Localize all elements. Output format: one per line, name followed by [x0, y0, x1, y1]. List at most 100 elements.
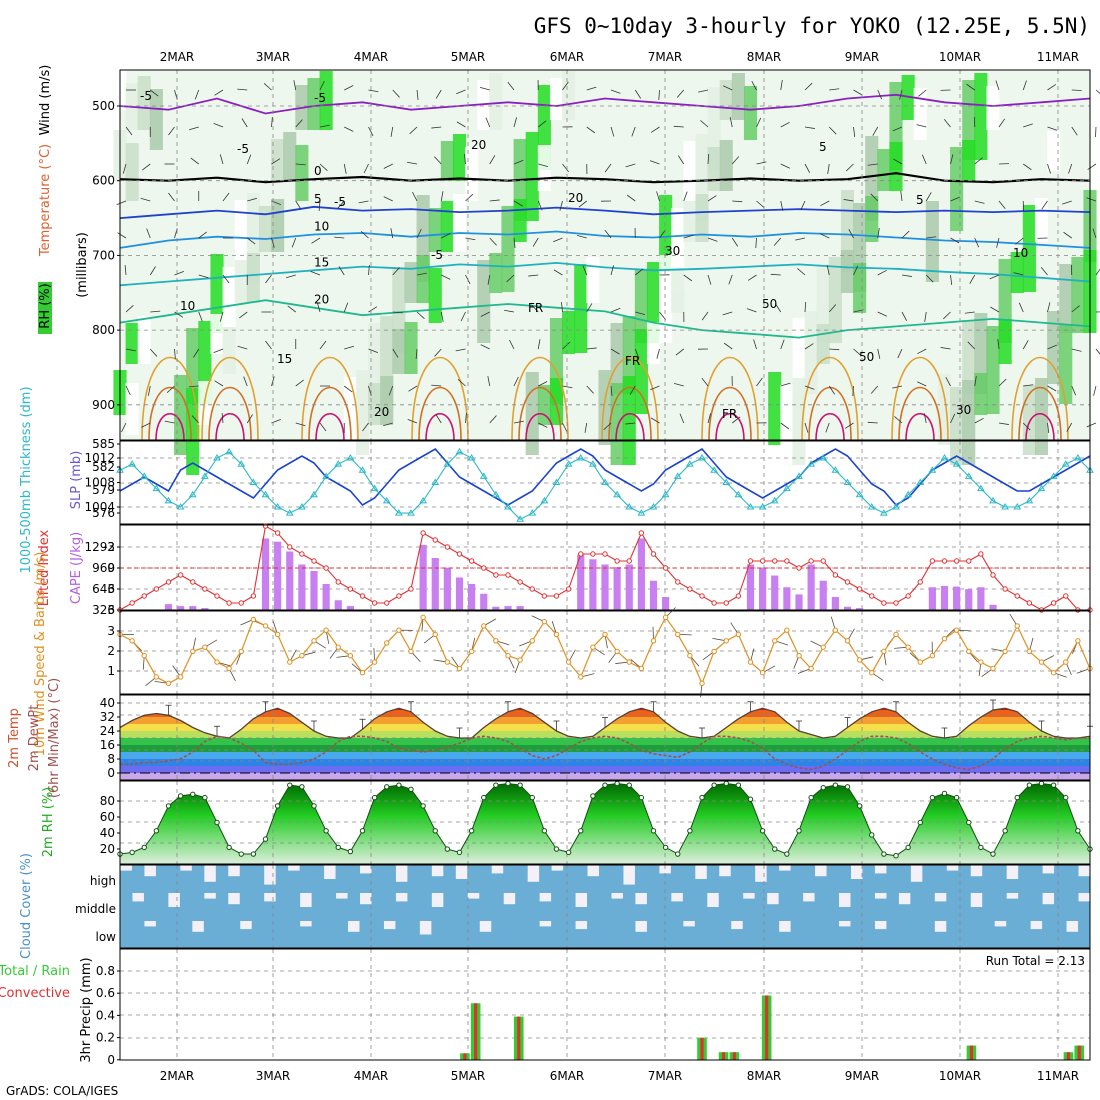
slp-marker [225, 447, 234, 455]
rh2m-marker [953, 794, 960, 801]
wind-barb [362, 422, 369, 432]
isotherm-label: 20 [314, 293, 329, 307]
lifted-index-marker [371, 600, 378, 606]
rh-shade-cell [380, 376, 394, 425]
rh2m-marker [784, 851, 790, 857]
lifted-index-marker [941, 558, 948, 564]
cloud-middle-label: middle [75, 902, 116, 916]
boundary-layer-contour [425, 412, 455, 441]
cloud-cell [443, 865, 456, 893]
cloud-cell [407, 865, 420, 893]
wind-barb [698, 89, 709, 93]
wind10m-marker [468, 648, 475, 655]
lifted-index-marker [614, 558, 620, 564]
cape-bar [286, 551, 294, 610]
cloud-cell [335, 921, 349, 948]
rh-shade-cell [210, 314, 224, 354]
lifted-index-marker [153, 586, 160, 592]
wind-barb [504, 309, 515, 313]
wind-barb [337, 200, 345, 209]
lifted-index-marker [177, 572, 184, 578]
cape-bar [322, 583, 330, 610]
wind-barb [407, 161, 418, 165]
wind-barb [901, 230, 910, 239]
rh-shade-cell [562, 71, 576, 120]
lifted-index-marker [129, 600, 135, 606]
cloud-cell [754, 893, 768, 921]
panel-label: 3hr Precip (mm) [79, 957, 94, 1062]
y-tick-label: 585 [92, 437, 115, 451]
lifted-index-marker [396, 593, 402, 599]
wind10m-marker [820, 644, 826, 650]
wind10m-marker [262, 623, 269, 629]
wind-barb [1023, 384, 1034, 387]
slp-marker [467, 454, 476, 461]
cape-bar [759, 567, 767, 610]
lifted-index-marker [1050, 600, 1057, 606]
cloud-cell [874, 898, 887, 921]
rh2m-marker [675, 851, 681, 857]
wind-barb [237, 345, 248, 350]
wind-barb [1095, 268, 1100, 276]
lifted-index-marker [626, 558, 632, 564]
cloud-cell [551, 870, 564, 893]
rh2m-marker [832, 782, 839, 788]
wind-barb [1040, 266, 1048, 276]
rh-shade-cell [695, 194, 709, 242]
cloud-cell [599, 921, 612, 948]
cloud-cell [646, 921, 660, 948]
rh2m-marker [517, 782, 523, 788]
slp-marker [394, 509, 403, 516]
cloud-cell [299, 926, 313, 948]
rh-shade-cell [416, 255, 430, 303]
wind-barb [732, 416, 741, 424]
wind-barb [319, 163, 328, 171]
wind-barb [1047, 344, 1057, 350]
rh2m-marker [1050, 782, 1057, 788]
wind-barb [416, 311, 425, 319]
cloud-cell [934, 931, 947, 948]
cloud-cell [263, 921, 277, 948]
wind-barb [553, 237, 563, 243]
date-label-top: 3MAR [256, 50, 291, 64]
cloud-cell [718, 876, 732, 893]
wind10m-marker [1038, 659, 1045, 665]
cloud-cell [287, 870, 301, 893]
cloud-cell [946, 921, 959, 948]
cloud-cell [970, 907, 983, 921]
cape-bar [419, 544, 427, 610]
cloud-cell [191, 893, 205, 921]
contour-annotation: 20 [471, 138, 486, 152]
cape-bar [480, 593, 488, 610]
wind-barb [392, 348, 399, 358]
wind-barb [804, 126, 815, 129]
cape-bar [468, 583, 476, 610]
cloud-cell [1018, 865, 1031, 893]
wind-barb [731, 156, 740, 165]
cloud-cell [120, 893, 133, 921]
wind-barb [1095, 348, 1100, 355]
cloud-cell [587, 893, 600, 921]
wind-barb [707, 413, 711, 424]
wind-barb [1047, 126, 1058, 131]
rh-shade-cell [525, 132, 539, 221]
lifted-index-marker [408, 586, 414, 592]
rh2m-marker [578, 828, 584, 834]
wind-barb [383, 422, 393, 427]
cloud-cell [718, 893, 732, 921]
wind10m-marker [614, 648, 620, 655]
boundary-layer-contour [155, 412, 185, 441]
footer-credit: GrADS: COLA/IGES [6, 1084, 118, 1098]
cape-bar [965, 589, 973, 610]
cloud-cell [766, 904, 780, 921]
wind-barb [310, 271, 321, 276]
cloud-cell [958, 893, 971, 921]
wind-barb [487, 274, 491, 285]
cloud-cell [910, 921, 923, 948]
cloud-cell [934, 865, 947, 893]
wind-barb [1063, 231, 1072, 239]
cloud-cell [790, 865, 804, 893]
cloud-cell [407, 921, 420, 948]
wind-barb [116, 200, 127, 205]
wind-barb [412, 191, 418, 202]
